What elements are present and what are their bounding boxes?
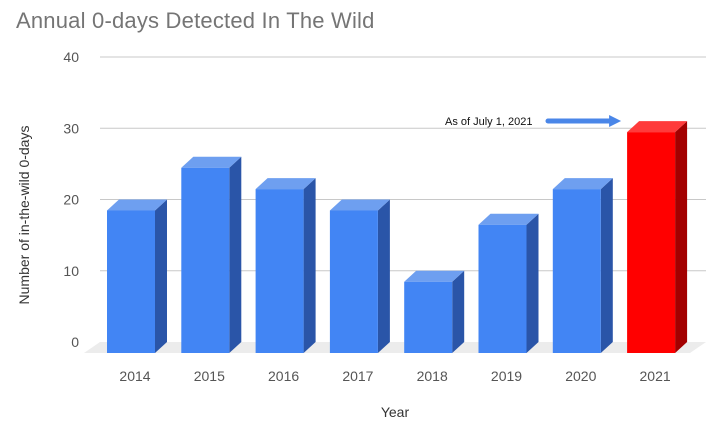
y-tick-label: 10: [63, 263, 79, 279]
y-axis-ticks: 0 10 20 30 40: [63, 49, 79, 350]
y-tick-label: 30: [63, 120, 79, 136]
chart-floor: [84, 342, 706, 353]
x-tick-label: 2019: [491, 368, 522, 384]
x-axis-ticks: 2014 2015 2016 2017 2018 2019 2020 2021: [119, 368, 670, 384]
x-tick-label: 2018: [417, 368, 448, 384]
bar-2018: [404, 271, 464, 353]
x-tick-label: 2017: [342, 368, 373, 384]
bar-front: [404, 282, 452, 353]
bar-2017: [330, 200, 390, 354]
bar-front: [107, 211, 155, 354]
bar-side: [155, 200, 167, 354]
bar-side: [304, 178, 316, 353]
x-tick-label: 2015: [194, 368, 225, 384]
x-tick-label: 2016: [268, 368, 299, 384]
annotation-arrow-head: [609, 115, 621, 127]
bar-front: [553, 189, 601, 353]
y-axis-title: Number of in-the-wild 0-days: [16, 126, 32, 305]
x-tick-label: 2021: [640, 368, 671, 384]
y-tick-label: 20: [63, 192, 79, 208]
bar-front: [181, 168, 229, 353]
bar-side: [378, 200, 390, 354]
bar-2019: [479, 214, 539, 353]
x-axis-title: Year: [381, 404, 410, 420]
x-tick-label: 2020: [565, 368, 596, 384]
x-tick-label: 2014: [119, 368, 150, 384]
bars: [107, 121, 687, 353]
bar-2021: [627, 121, 687, 353]
bar-2020: [553, 178, 613, 353]
bar-front: [627, 132, 675, 353]
bar-side: [601, 178, 613, 353]
bar-front: [330, 211, 378, 354]
bar-side: [675, 121, 687, 353]
bar-side: [452, 271, 464, 353]
bar-2016: [256, 178, 316, 353]
bar-front: [479, 225, 527, 353]
y-tick-label: 40: [63, 49, 79, 65]
chart-floor-plane: [84, 342, 706, 353]
annotation-text: As of July 1, 2021: [445, 116, 532, 128]
annotation: As of July 1, 2021: [445, 115, 621, 128]
bar-side: [229, 157, 241, 353]
bar-2015: [181, 157, 241, 353]
y-tick-label: 0: [71, 334, 79, 350]
bar-2014: [107, 200, 167, 354]
bar-side: [527, 214, 539, 353]
bar-front: [256, 189, 304, 353]
